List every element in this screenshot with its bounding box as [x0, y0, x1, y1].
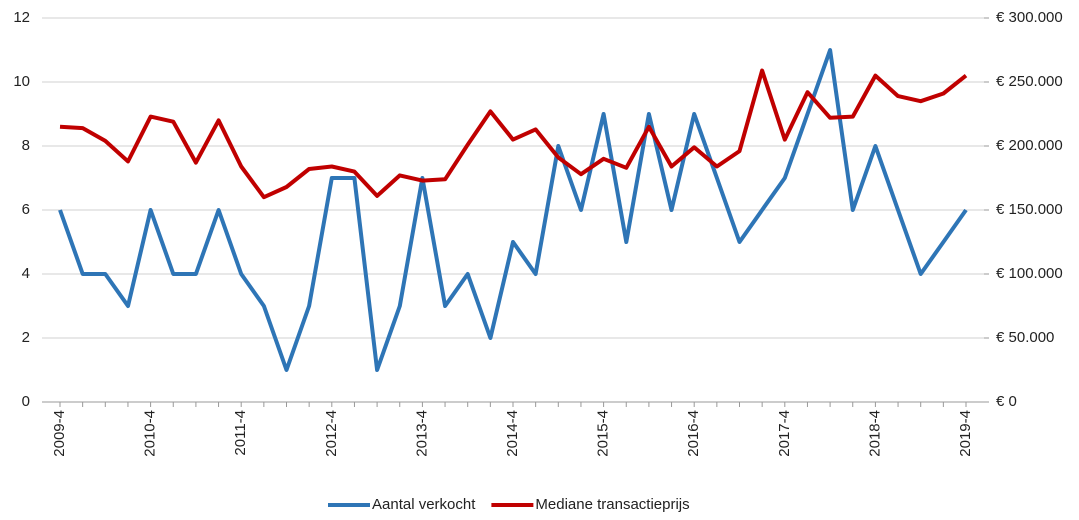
y-tick-label: 10: [13, 73, 30, 90]
series-line: [58, 48, 968, 372]
y2-tick-label: € 150.000: [996, 201, 1063, 218]
x-tick-label: 2018-4: [866, 410, 883, 457]
y-tick-label: 0: [22, 393, 30, 410]
y-tick-label: 12: [13, 9, 30, 26]
x-tick-label: 2012-4: [323, 410, 340, 457]
x-tick-label: 2015-4: [595, 410, 612, 457]
series-line: [59, 68, 968, 200]
x-tick-label: 2017-4: [776, 410, 793, 457]
x-tick-label: 2011-4: [232, 410, 249, 456]
x-tick-label: 2019-4: [957, 410, 974, 457]
x-tick-label: 2014-4: [504, 410, 521, 457]
y2-tick-label: € 300.000: [996, 9, 1063, 26]
x-tick-label: 2009-4: [51, 410, 68, 457]
y2-tick-label: € 200.000: [996, 137, 1063, 154]
y-tick-label: 6: [22, 201, 30, 218]
legend-label: Aantal verkocht: [372, 496, 476, 513]
x-tick-label: 2013-4: [413, 410, 430, 457]
y-tick-label: 2: [22, 329, 30, 346]
x-tick-label: 2010-4: [142, 410, 159, 457]
y2-tick-label: € 100.000: [996, 265, 1063, 282]
y-tick-label: 4: [22, 265, 30, 282]
y2-tick-label: € 50.000: [996, 329, 1054, 346]
y-tick-label: 8: [22, 137, 30, 154]
y2-tick-label: € 0: [996, 393, 1017, 410]
legend-label: Mediane transactieprijs: [535, 496, 689, 513]
x-tick-label: 2016-4: [685, 410, 702, 457]
y2-tick-label: € 250.000: [996, 73, 1063, 90]
